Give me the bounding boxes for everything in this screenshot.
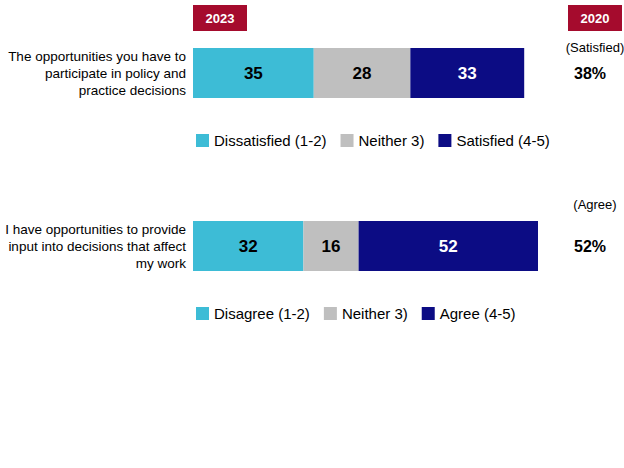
comparison-value: 38% [574,65,606,82]
data-label: 35 [244,64,263,83]
comparison-value: 52% [574,238,606,255]
legend-label: Neither 3) [342,305,408,322]
legend-label: Disagree (1-2) [214,305,310,322]
data-label-group: 32 16 52 [239,237,458,256]
bar-segment [359,221,538,271]
bar-segment [303,221,358,271]
legend-swatch [341,134,354,147]
data-label: 52 [439,237,458,256]
legend-label: Neither 3) [359,132,425,149]
comparison-label: (Agree) [573,197,616,212]
data-label: 16 [322,237,341,256]
legend-swatch [324,307,337,320]
bar-segment [314,48,411,98]
header-label: 2023 [206,11,235,26]
data-label: 33 [458,64,477,83]
header-label: 2020 [581,11,610,26]
bar-group [193,221,538,271]
data-label: 28 [353,64,372,83]
legend-swatch [422,307,435,320]
category-label: I have opportunities to provide input in… [4,221,186,272]
legend-label: Satisfied (4-5) [456,132,549,149]
comparison-label: (Satisfied) [566,40,624,55]
bar-segment [193,221,303,271]
legend-swatch [196,134,209,147]
legend-label: Dissatisfied (1-2) [214,132,327,149]
category-label: The opportunities you have to participat… [4,48,186,99]
legend-swatch [438,134,451,147]
header-box [193,5,247,31]
data-label: 32 [239,237,258,256]
legend-swatch [196,307,209,320]
header-box [568,5,622,31]
legend-label: Agree (4-5) [440,305,516,322]
bar-group [193,48,524,98]
bar-segment [193,48,314,98]
data-label-group: 35 28 33 [244,64,477,83]
bar-segment [410,48,524,98]
